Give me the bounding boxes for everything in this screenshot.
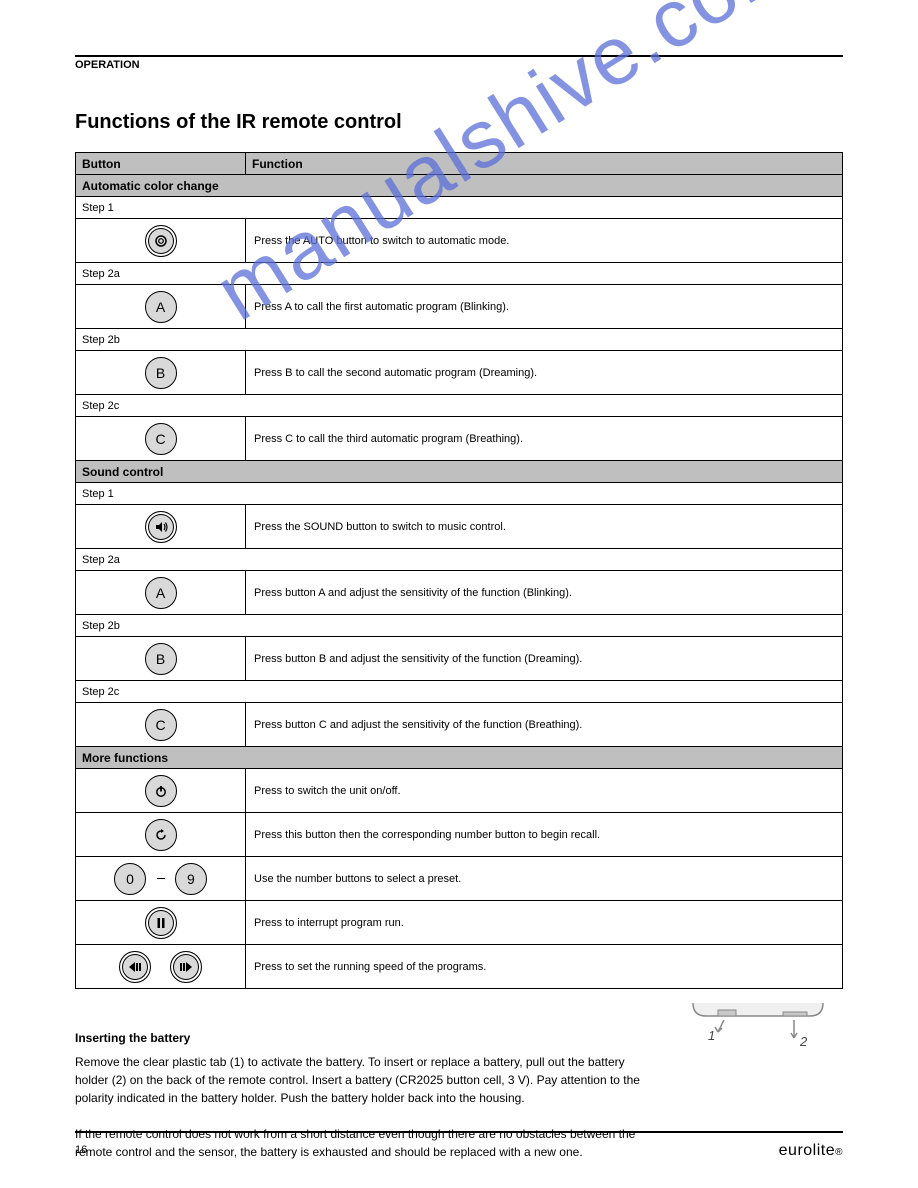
table-row: C Press C to call the third automatic pr… (76, 417, 843, 461)
func-text: Press the SOUND button to switch to musi… (246, 505, 843, 549)
func-text: Press button B and adjust the sensitivit… (246, 637, 843, 681)
table-row: Press the AUTO button to switch to autom… (76, 219, 843, 263)
page-number: 16 (75, 1144, 87, 1156)
pause-icon (145, 907, 177, 939)
battery-text: Remove the clear plastic tab (1) to acti… (75, 1053, 645, 1107)
b-button-icon: B (145, 643, 177, 675)
table-header-row: Button Function (76, 153, 843, 175)
step-label: Step 2c (76, 681, 843, 703)
a-button-icon: A (145, 291, 177, 323)
brand-logo: eurolite® (779, 1142, 843, 1160)
footer-rule (75, 1131, 843, 1133)
table-row: Press to switch the unit on/off. (76, 769, 843, 813)
table-row: A Press A to call the first automatic pr… (76, 285, 843, 329)
step-label: Step 2b (76, 615, 843, 637)
zero-button-icon: 0 (114, 863, 146, 895)
func-text: Press this button then the corresponding… (246, 813, 843, 857)
power-icon (145, 775, 177, 807)
page-title: Functions of the IR remote control (75, 111, 843, 134)
range-dash (157, 878, 165, 879)
speed-up-icon (170, 951, 202, 983)
step-label: Step 1 (76, 197, 843, 219)
table-row: B Press button B and adjust the sensitiv… (76, 637, 843, 681)
section-auto-row: Automatic color change (76, 175, 843, 197)
col-button-label: Button (76, 153, 246, 175)
nine-button-icon: 9 (175, 863, 207, 895)
table-row: Press to interrupt program run. (76, 901, 843, 945)
svg-text:2: 2 (799, 1034, 808, 1049)
section-sound-row: Sound control (76, 461, 843, 483)
func-text: Press to switch the unit on/off. (246, 769, 843, 813)
section-auto-label: Automatic color change (76, 175, 843, 197)
func-text: Press button A and adjust the sensitivit… (246, 571, 843, 615)
func-text: Press C to call the third automatic prog… (246, 417, 843, 461)
table-row: B Press B to call the second automatic p… (76, 351, 843, 395)
step-label: Step 2b (76, 329, 843, 351)
battery-figure: 1 2 (688, 998, 828, 1058)
c-button-icon: C (145, 709, 177, 741)
table-row: A Press button A and adjust the sensitiv… (76, 571, 843, 615)
func-text: Press B to call the second automatic pro… (246, 351, 843, 395)
func-text: Press to interrupt program run. (246, 901, 843, 945)
func-text: Press button C and adjust the sensitivit… (246, 703, 843, 747)
step-label: Step 2a (76, 263, 843, 285)
func-text: Press the AUTO button to switch to autom… (246, 219, 843, 263)
section-more-label: More functions (76, 747, 843, 769)
sound-icon (145, 511, 177, 543)
table-row: 0 9 Use the number buttons to select a p… (76, 857, 843, 901)
svg-text:1: 1 (708, 1028, 715, 1043)
table-row: C Press button C and adjust the sensitiv… (76, 703, 843, 747)
remote-functions-table: Button Function Automatic color change S… (75, 152, 843, 989)
header-rule (75, 55, 843, 57)
table-row: Press to set the running speed of the pr… (76, 945, 843, 989)
table-row: Press the SOUND button to switch to musi… (76, 505, 843, 549)
c-button-icon: C (145, 423, 177, 455)
speed-down-icon (119, 951, 151, 983)
section-sound-label: Sound control (76, 461, 843, 483)
col-function-label: Function (246, 153, 843, 175)
a-button-icon: A (145, 577, 177, 609)
func-text: Press to set the running speed of the pr… (246, 945, 843, 989)
table-row: Press this button then the corresponding… (76, 813, 843, 857)
func-text: Use the number buttons to select a prese… (246, 857, 843, 901)
auto-icon (145, 225, 177, 257)
func-text: Press A to call the first automatic prog… (246, 285, 843, 329)
section-more-row: More functions (76, 747, 843, 769)
b-button-icon: B (145, 357, 177, 389)
step-label: Step 2c (76, 395, 843, 417)
recall-icon (145, 819, 177, 851)
step-label: Step 2a (76, 549, 843, 571)
header-section: OPERATION (75, 59, 843, 71)
step-label: Step 1 (76, 483, 843, 505)
